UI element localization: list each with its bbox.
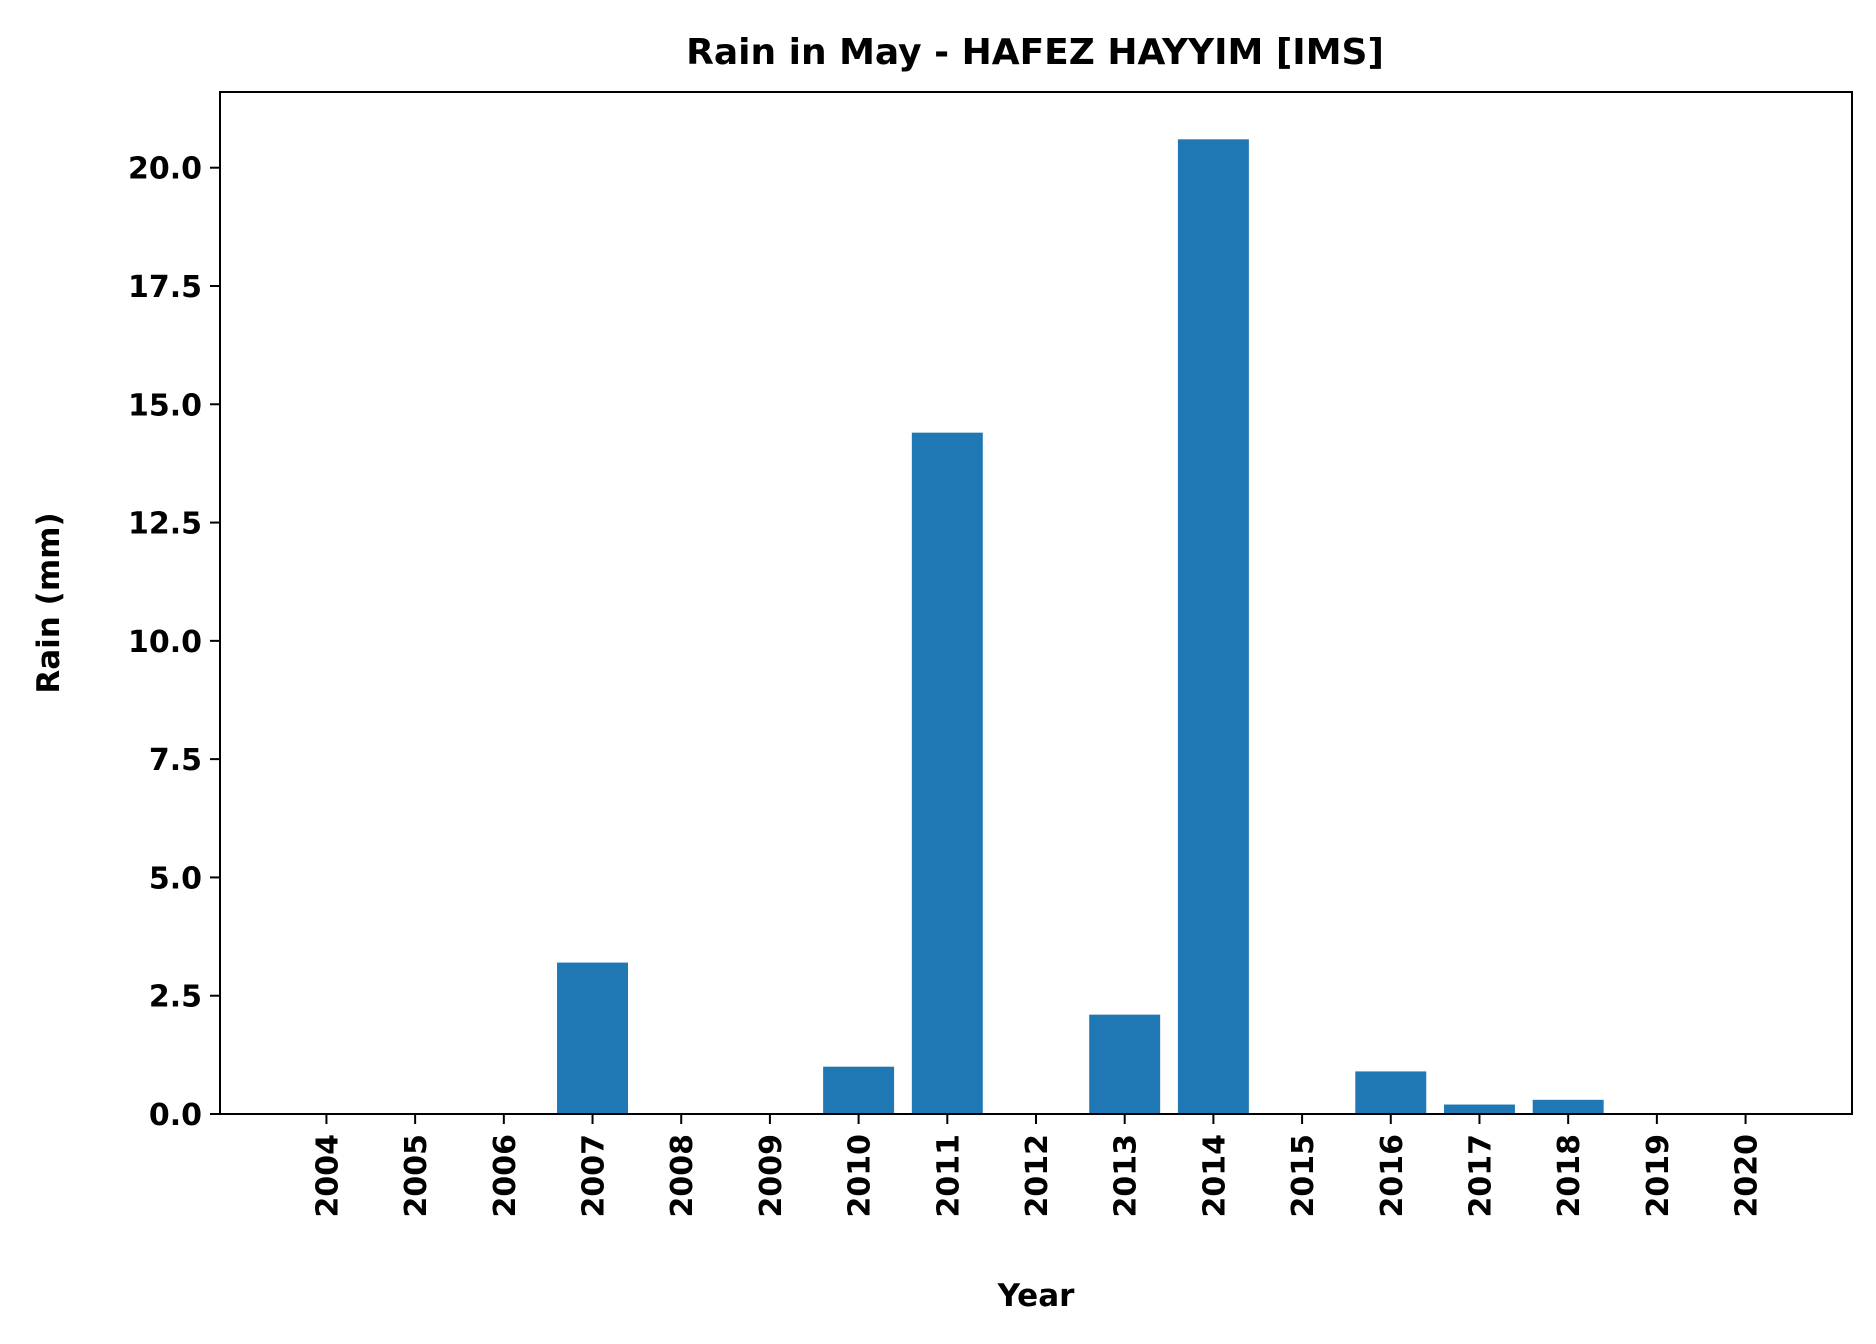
bar-2018 — [1532, 1099, 1604, 1114]
plot-frame — [219, 91, 1853, 1115]
y-tick-label: 12.5 — [128, 507, 202, 542]
bar-2007 — [557, 962, 628, 1114]
x-tick-label-2015: 2015 — [1286, 1134, 1321, 1218]
x-tick-label-2004: 2004 — [310, 1134, 345, 1218]
x-tick-label-2011: 2011 — [931, 1134, 966, 1218]
x-tick-label-2006: 2006 — [488, 1134, 523, 1218]
y-tick-label: 2.5 — [149, 980, 202, 1015]
y-tick-label: 10.0 — [128, 625, 202, 660]
y-axis: 0.0 2.5 5.0 7.5 10.0 12.5 15.0 17.5 20.0 — [128, 152, 220, 1133]
bar-2010 — [823, 1066, 895, 1114]
x-tick-label-2016: 2016 — [1375, 1134, 1410, 1218]
y-tick-label: 7.5 — [149, 743, 202, 778]
x-tick-label-2017: 2017 — [1463, 1134, 1498, 1218]
y-tick-label: 17.5 — [128, 270, 202, 305]
x-tick-label-2018: 2018 — [1552, 1134, 1587, 1218]
y-axis-label: Rain (mm) — [31, 512, 67, 693]
y-tick-label: 15.0 — [128, 388, 202, 423]
x-tick-label-2020: 2020 — [1730, 1134, 1765, 1218]
y-tick-label: 0.0 — [149, 1098, 202, 1133]
x-tick-label-2014: 2014 — [1197, 1134, 1232, 1218]
x-axis: 2004 2005 2006 2007 2008 2009 2010 2011 2012 2013… — [310, 1114, 1765, 1218]
x-tick-label-2012: 2012 — [1020, 1134, 1055, 1218]
x-tick-label-2007: 2007 — [577, 1134, 612, 1218]
chart-title: Rain in May - HAFEZ HAYYIM [IMS] — [686, 32, 1384, 73]
y-tick-label: 5.0 — [149, 861, 202, 896]
y-tick-label: 20.0 — [128, 152, 202, 187]
bar-2013 — [1089, 1014, 1161, 1114]
bar-2017 — [1444, 1104, 1515, 1114]
bar-2011 — [911, 432, 983, 1115]
x-axis-label: Year — [997, 1278, 1076, 1314]
x-tick-label-2005: 2005 — [399, 1134, 434, 1218]
bar-2016 — [1355, 1071, 1427, 1114]
x-tick-label-2013: 2013 — [1109, 1134, 1144, 1218]
x-tick-label-2008: 2008 — [665, 1134, 700, 1218]
x-tick-label-2010: 2010 — [843, 1134, 878, 1218]
bar-2014 — [1177, 139, 1249, 1114]
x-tick-label-2019: 2019 — [1641, 1134, 1676, 1218]
bars-group — [557, 139, 1604, 1115]
x-tick-label-2009: 2009 — [754, 1134, 789, 1218]
